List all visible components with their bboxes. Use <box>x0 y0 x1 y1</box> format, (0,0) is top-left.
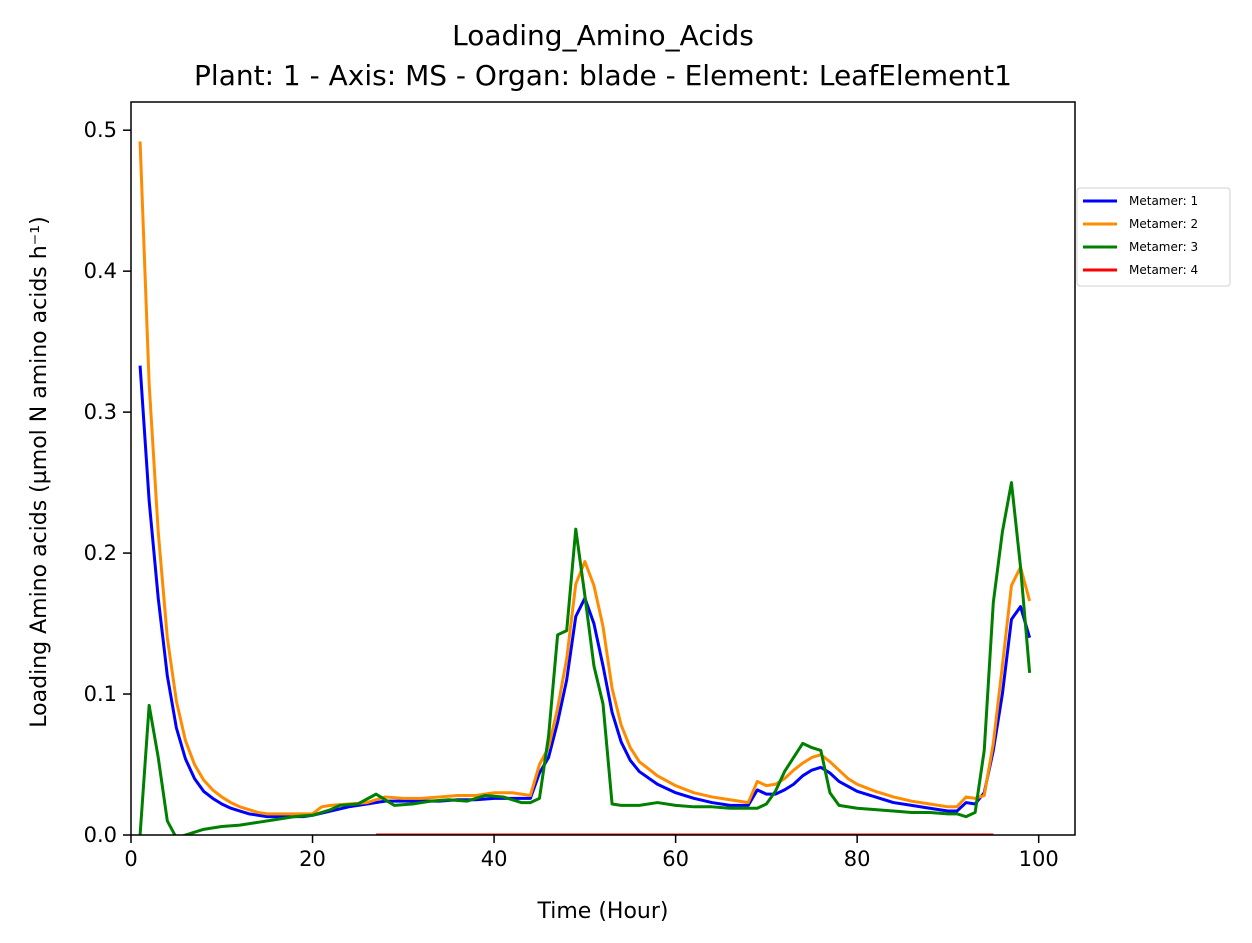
legend-box <box>1076 187 1231 287</box>
y-tick-label: 0.2 <box>84 541 117 565</box>
y-tick-label: 0.5 <box>84 118 117 142</box>
plot-frame <box>130 101 1076 836</box>
y-tick-label: 0.0 <box>84 823 117 847</box>
legend-label: Metamer: 3 <box>1129 240 1198 254</box>
chart-subtitle: Plant: 1 - Axis: MS - Organ: blade - Ele… <box>194 59 1012 92</box>
legend: Metamer: 1 Metamer: 2 Metamer: 3 Metamer: 4 <box>1076 187 1231 287</box>
y-tick-label: 0.4 <box>84 259 117 283</box>
plot-area <box>138 141 1032 835</box>
chart-title: Loading_Amino_Acids <box>452 19 754 52</box>
y-tick-label: 0.3 <box>84 400 117 424</box>
series-line-metamer-3 <box>138 481 1032 835</box>
x-tick-label: 0 <box>124 847 137 871</box>
y-axis: 0.0 0.1 0.2 0.3 0.4 0.5 <box>84 118 131 847</box>
y-tick-label: 0.1 <box>84 682 117 706</box>
series-line-metamer-2 <box>138 141 1032 816</box>
x-tick-label: 60 <box>662 847 689 871</box>
x-tick-label: 20 <box>299 847 326 871</box>
legend-label: Metamer: 2 <box>1129 217 1198 231</box>
legend-label: Metamer: 4 <box>1129 263 1198 277</box>
x-axis-label: Time (Hour) <box>537 899 669 924</box>
x-tick-label: 100 <box>1019 847 1059 871</box>
y-axis-label: Loading Amino acids (µmol N amino acids … <box>27 216 52 727</box>
legend-label: Metamer: 1 <box>1129 194 1198 208</box>
x-tick-label: 80 <box>844 847 871 871</box>
x-tick-label: 40 <box>481 847 508 871</box>
x-axis: 0 20 40 60 80 100 <box>124 835 1059 871</box>
